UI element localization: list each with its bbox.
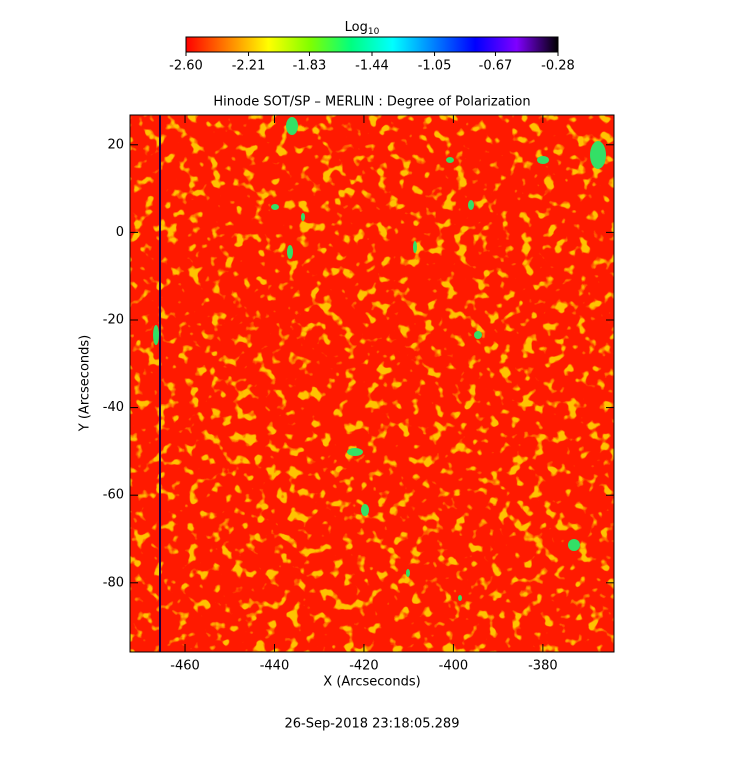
y-tick-label: -40 <box>103 400 124 415</box>
x-tick-label: -380 <box>528 659 558 674</box>
y-tick-label: 0 <box>116 225 124 240</box>
colorbar-label-main: Log <box>345 20 368 35</box>
colorbar <box>185 36 559 53</box>
x-tick-label: -440 <box>260 659 290 674</box>
x-tick-label: -400 <box>439 659 469 674</box>
colorbar-tick-label: -1.83 <box>293 59 327 74</box>
image-texture <box>130 115 614 652</box>
chart-title: Hinode SOT/SP – MERLIN : Degree of Polar… <box>213 95 530 110</box>
colorbar-tick-label: -0.67 <box>479 59 513 74</box>
colorbar-tick-label: -0.28 <box>541 59 575 74</box>
plot-frame <box>129 114 615 653</box>
colorbar-tick-label: -2.60 <box>169 59 203 74</box>
image <box>130 115 614 652</box>
x-axis-label: X (Arcseconds) <box>323 675 420 690</box>
x-tick-label: -420 <box>349 659 379 674</box>
colorbar-tick-label: -2.21 <box>232 59 266 74</box>
y-tick-label: 20 <box>107 137 124 152</box>
x-tick-label: -460 <box>170 659 200 674</box>
image-features <box>153 117 606 601</box>
colorbar-label: Log10 <box>345 20 380 37</box>
colorbar-tick-label: -1.05 <box>418 59 452 74</box>
footer: 26-Sep-2018 23:18:05.289 <box>285 717 460 732</box>
y-tick-label: -20 <box>103 312 124 327</box>
colorbar-label-sub: 10 <box>368 27 380 37</box>
y-tick-label: -60 <box>103 488 124 503</box>
y-axis-label: Y (Arcseconds) <box>78 335 93 432</box>
y-tick-label: -80 <box>103 575 124 590</box>
colorbar-tick-label: -1.44 <box>355 59 389 74</box>
